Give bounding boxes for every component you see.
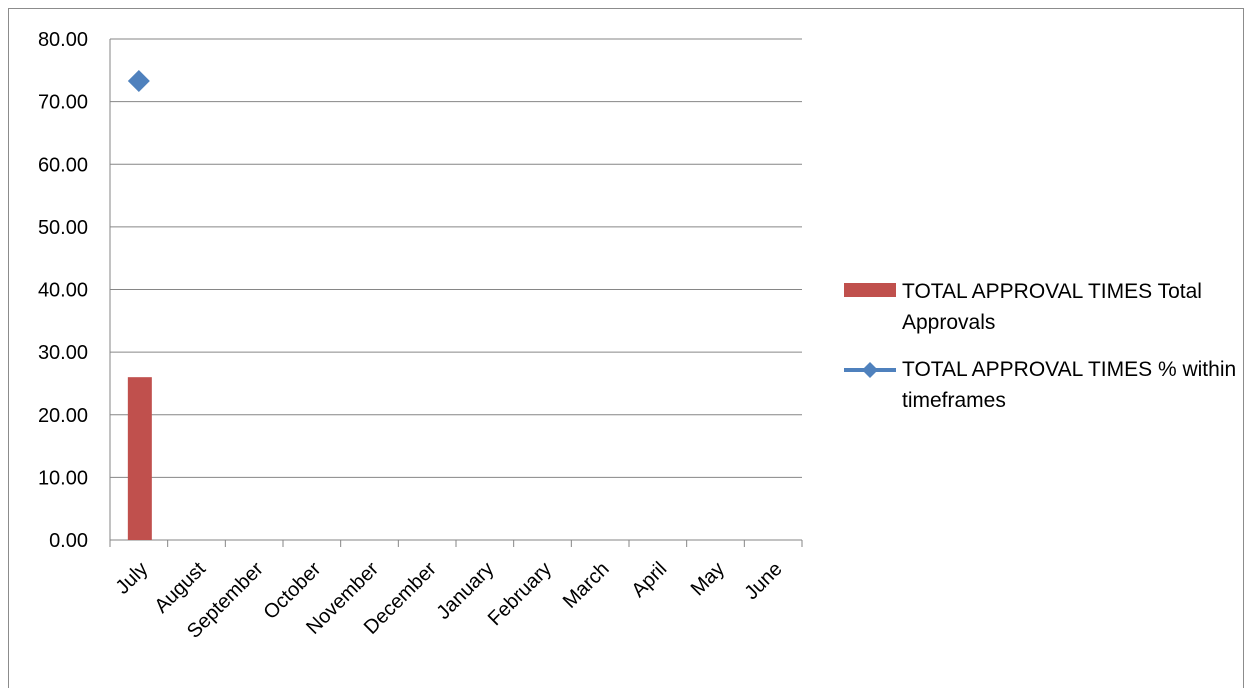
line-point-diamond [127, 69, 150, 92]
x-tick-label: July [112, 558, 153, 599]
x-tick-label: April [628, 558, 672, 602]
bar-series [127, 377, 152, 540]
y-tick-label: 40.00 [38, 280, 88, 302]
legend-label-percent-within-timeframes: TOTAL APPROVAL TIMES % within timeframes [902, 358, 1237, 412]
y-tick-label: 20.00 [38, 405, 88, 427]
y-tick-label: 0.00 [49, 530, 88, 552]
legend-label-total-approvals: TOTAL APPROVAL TIMES Total Approvals [902, 280, 1202, 334]
y-tick-label: 80.00 [38, 29, 88, 51]
chart-frame [8, 8, 1244, 688]
y-tick-label: 70.00 [38, 92, 88, 114]
x-tick-label: June [740, 558, 786, 604]
legend-swatch-diamond [862, 362, 878, 378]
x-axis-tick-labels: JulyAugustSeptemberOctoberNovemberDecemb… [112, 558, 787, 643]
y-tick-label: 60.00 [38, 154, 88, 176]
x-tick-label: March [559, 558, 614, 613]
gridlines [110, 38, 802, 478]
y-axis-tick-labels: 0.00 10.00 20.00 30.00 40.00 50.00 60.00 70.00 8… [38, 29, 88, 552]
y-tick-label: 30.00 [38, 342, 88, 364]
legend-swatches [844, 283, 896, 378]
y-tick-label: 50.00 [38, 217, 88, 239]
x-axis [109, 39, 803, 547]
legend-swatch-bar [844, 283, 896, 297]
y-tick-label: 10.00 [38, 467, 88, 489]
x-tick-label: May [687, 558, 729, 600]
x-tick-label: February [484, 558, 556, 630]
line-series-points [127, 69, 150, 92]
bar [127, 377, 152, 540]
